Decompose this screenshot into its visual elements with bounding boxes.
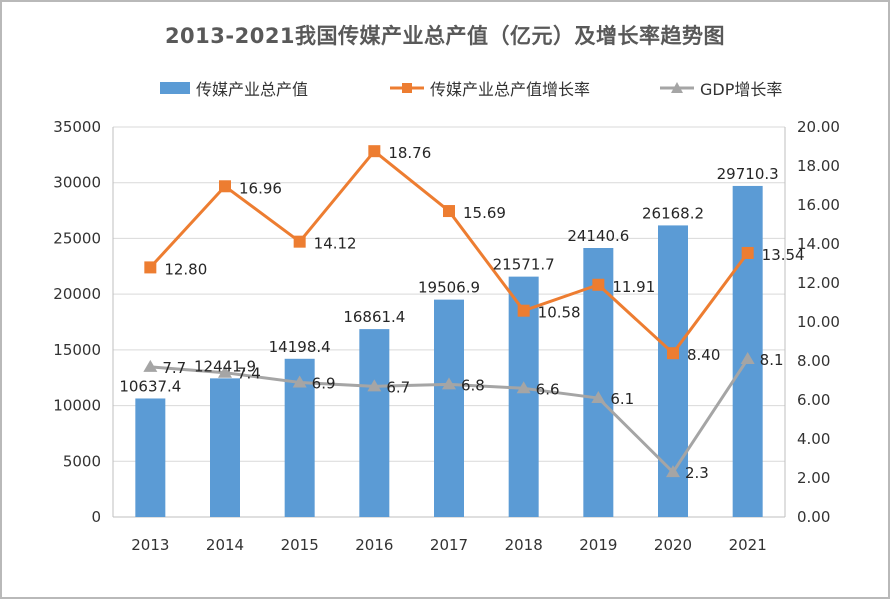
y-right-tick-label: 14.00 bbox=[797, 235, 840, 253]
x-tick-label: 2018 bbox=[505, 536, 543, 554]
bar bbox=[359, 329, 390, 517]
legend: 传媒产业总产值 传媒产业总产值增长率 GDP增长率 bbox=[0, 76, 890, 100]
media-growth-point bbox=[368, 145, 381, 158]
y-left-tick-label: 15000 bbox=[53, 341, 101, 359]
legend-label-output: 传媒产业总产值 bbox=[196, 80, 309, 99]
media-growth-value-label: 18.76 bbox=[388, 144, 431, 162]
gdp-growth-point bbox=[367, 379, 382, 392]
gdp-growth-point bbox=[442, 377, 456, 390]
media-growth-value-label: 16.96 bbox=[239, 179, 282, 197]
y-right-tick-label: 20.00 bbox=[797, 118, 840, 136]
gdp-growth-point bbox=[591, 391, 606, 404]
bar bbox=[434, 299, 464, 517]
x-tick-label: 2015 bbox=[281, 536, 319, 554]
x-tick-label: 2014 bbox=[206, 536, 244, 554]
x-tick-label: 2019 bbox=[579, 536, 617, 554]
legend-bar-swatch bbox=[160, 82, 190, 94]
media-growth-value-label: 13.54 bbox=[762, 246, 805, 264]
y-left-tick-label: 25000 bbox=[53, 229, 101, 247]
gdp-growth-value-label: 7.7 bbox=[162, 359, 186, 377]
legend-label-growth: 传媒产业总产值增长率 bbox=[430, 80, 591, 99]
media-growth-point bbox=[443, 205, 455, 218]
bar-value-label: 21571.7 bbox=[493, 256, 555, 274]
y-right-tick-label: 10.00 bbox=[797, 313, 840, 331]
bar bbox=[732, 185, 763, 517]
y-right-tick-label: 6.00 bbox=[797, 391, 830, 409]
gdp-growth-value-label: 6.7 bbox=[386, 378, 410, 396]
media-growth-point bbox=[741, 246, 754, 259]
legend-item-growth: 传媒产业总产值增长率 bbox=[390, 76, 590, 100]
y-left-tick-label: 20000 bbox=[53, 285, 101, 303]
y-left-tick-label: 35000 bbox=[53, 118, 101, 136]
legend-item-gdp: GDP增长率 bbox=[660, 76, 782, 100]
gdp-growth-point bbox=[143, 359, 158, 372]
gdp-growth-point bbox=[516, 381, 531, 394]
bar bbox=[508, 276, 539, 517]
media-growth-value-label: 8.40 bbox=[687, 346, 720, 364]
gdp-growth-value-label: 8.1 bbox=[760, 351, 784, 369]
y-right-tick-label: 4.00 bbox=[797, 430, 830, 448]
bar-value-label: 16861.4 bbox=[343, 308, 405, 326]
legend-item-output: 传媒产业总产值 bbox=[160, 76, 308, 100]
x-tick-label: 2020 bbox=[654, 536, 692, 554]
gdp-growth-value-label: 7.4 bbox=[237, 365, 261, 383]
x-tick-label: 2017 bbox=[430, 536, 468, 554]
y-right-tick-label: 8.00 bbox=[797, 352, 830, 370]
legend-square-line-swatch bbox=[390, 83, 424, 93]
bar bbox=[135, 398, 166, 517]
bar-value-label: 26168.2 bbox=[642, 204, 704, 222]
bar-value-label: 10637.4 bbox=[119, 377, 181, 395]
x-tick-label: 2016 bbox=[355, 536, 393, 554]
media-growth-point bbox=[667, 347, 679, 360]
y-right-tick-label: 18.00 bbox=[797, 157, 840, 175]
y-left-tick-label: 30000 bbox=[53, 174, 101, 192]
bar-value-label: 29710.3 bbox=[717, 165, 779, 183]
gdp-growth-value-label: 6.9 bbox=[312, 374, 336, 392]
gdp-growth-point bbox=[740, 352, 755, 365]
media-growth-value-label: 15.69 bbox=[463, 204, 506, 222]
y-left-tick-label: 5000 bbox=[63, 452, 101, 470]
gdp-growth-point bbox=[666, 465, 680, 478]
chart-title: 2013-2021我国传媒产业总产值（亿元）及增长率趋势图 bbox=[164, 24, 726, 48]
bar-value-label: 12441.9 bbox=[194, 357, 256, 375]
legend-label-gdp: GDP增长率 bbox=[700, 80, 783, 99]
media-growth-value-label: 14.12 bbox=[314, 235, 357, 253]
x-tick-label: 2013 bbox=[131, 536, 169, 554]
x-tick-label: 2021 bbox=[729, 536, 767, 554]
bar-value-label: 19506.9 bbox=[418, 279, 480, 297]
y-right-tick-label: 0.00 bbox=[797, 508, 830, 526]
media-growth-point bbox=[517, 304, 530, 317]
media-growth-value-label: 12.80 bbox=[164, 260, 207, 278]
media-growth-value-label: 10.58 bbox=[538, 304, 581, 322]
media-growth-point bbox=[592, 278, 605, 291]
gdp-growth-point bbox=[218, 365, 232, 378]
media-growth-point bbox=[144, 261, 157, 274]
y-right-tick-label: 16.00 bbox=[797, 196, 840, 214]
bar-value-label: 24140.6 bbox=[567, 227, 629, 245]
bar bbox=[210, 378, 240, 517]
media-growth-point bbox=[219, 180, 231, 193]
media-growth-point bbox=[293, 235, 306, 248]
bar-value-label: 14198.4 bbox=[269, 338, 331, 356]
y-left-tick-label: 10000 bbox=[53, 397, 101, 415]
gdp-growth-point bbox=[292, 375, 307, 388]
gdp-growth-value-label: 6.1 bbox=[610, 390, 634, 408]
gdp-growth-value-label: 6.6 bbox=[536, 380, 560, 398]
y-right-tick-label: 12.00 bbox=[797, 274, 840, 292]
legend-triangle-line-swatch bbox=[660, 82, 694, 93]
gdp-growth-value-label: 2.3 bbox=[685, 464, 709, 482]
media-growth-value-label: 11.91 bbox=[612, 278, 655, 296]
gdp-growth-value-label: 6.8 bbox=[461, 376, 485, 394]
y-right-tick-label: 2.00 bbox=[797, 469, 830, 487]
y-left-tick-label: 0 bbox=[91, 508, 101, 526]
